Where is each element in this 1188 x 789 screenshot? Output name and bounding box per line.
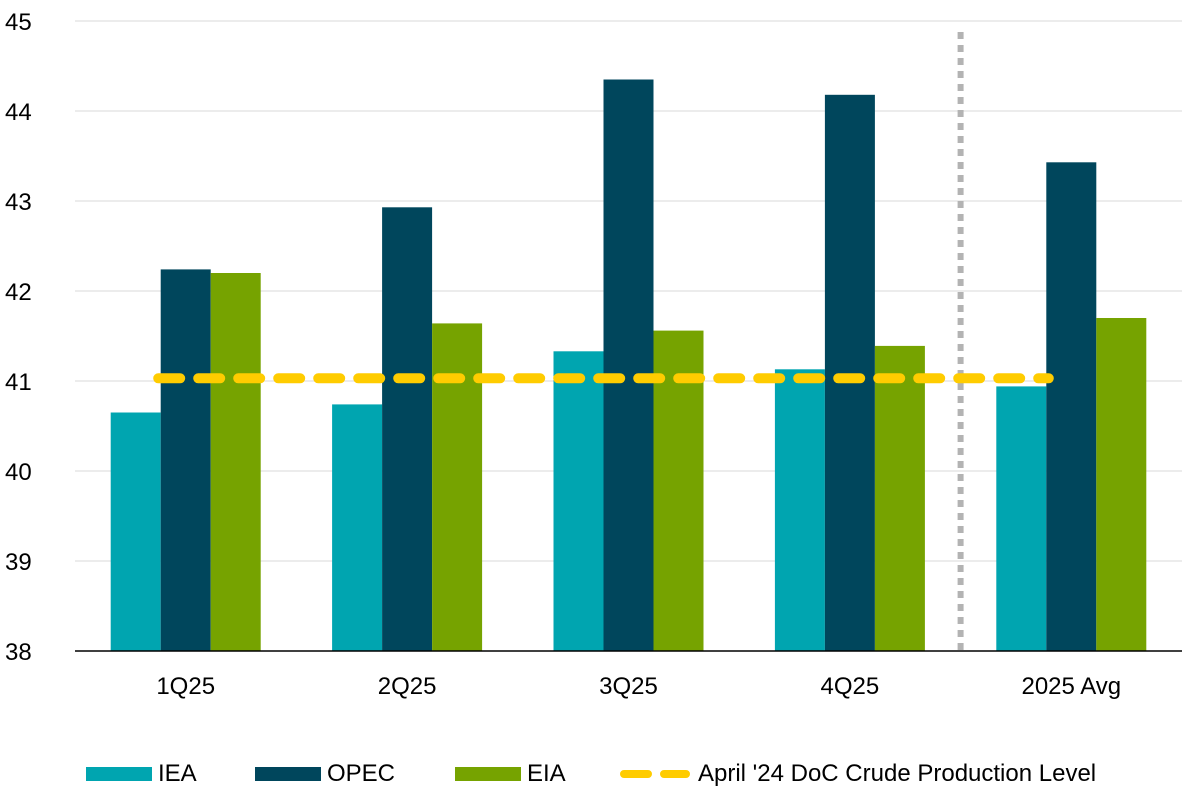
legend-swatch-reference-line xyxy=(620,769,690,778)
bar-iea-2q25 xyxy=(332,404,383,651)
legend-swatch-iea xyxy=(86,766,152,781)
y-tick-label: 41 xyxy=(5,369,32,396)
x-axis-ticks: 1Q25 2Q25 3Q25 4Q25 2025 Avg xyxy=(156,673,1121,700)
bar-iea-1q25 xyxy=(110,412,161,651)
bar-opec-1q25 xyxy=(160,269,211,651)
bar-iea-4q25 xyxy=(774,369,825,651)
x-tick-label: 2Q25 xyxy=(378,673,437,700)
legend-item-eia: EIA xyxy=(455,758,566,789)
bar-eia-1q25 xyxy=(210,273,261,651)
legend-label-eia: EIA xyxy=(527,759,566,787)
bar-opec-4q25 xyxy=(824,94,875,652)
bar-opec-3q25 xyxy=(603,79,654,651)
bar-iea-3q25 xyxy=(553,351,604,651)
y-tick-label: 42 xyxy=(5,279,32,306)
bar-opec-2025-avg xyxy=(1046,162,1097,652)
y-tick-label: 44 xyxy=(5,99,32,126)
x-tick-label: 4Q25 xyxy=(821,673,880,700)
y-axis-ticks: 38 39 40 41 42 43 44 45 xyxy=(5,9,32,666)
bar-opec-2q25 xyxy=(382,207,433,652)
x-tick-label: 2025 Avg xyxy=(1021,673,1121,700)
y-tick-label: 45 xyxy=(5,9,32,36)
legend-item-iea: IEA xyxy=(86,758,197,789)
bar-chart: 38 39 40 41 42 43 44 45 1Q25 2Q25 3Q25 4Q25 2025 Av… xyxy=(5,9,1182,700)
bar-iea-2025-avg xyxy=(996,386,1047,651)
y-tick-label: 39 xyxy=(5,549,32,576)
legend-item-opec: OPEC xyxy=(255,758,395,789)
bar-eia-4q25 xyxy=(874,345,925,651)
bars xyxy=(110,79,1147,652)
legend-swatch-opec xyxy=(255,766,321,781)
legend-item-reference-line: April '24 DoC Crude Production Level xyxy=(620,758,1096,789)
bar-eia-3q25 xyxy=(653,330,704,651)
y-tick-label: 43 xyxy=(5,189,32,216)
legend: IEA OPEC EIA April '24 DoC Crude Product… xyxy=(0,758,1188,789)
x-tick-label: 3Q25 xyxy=(599,673,658,700)
legend-label-reference-line: April '24 DoC Crude Production Level xyxy=(698,759,1097,787)
legend-label-iea: IEA xyxy=(158,759,197,787)
y-tick-label: 40 xyxy=(5,459,32,486)
legend-swatch-eia xyxy=(455,766,521,781)
y-tick-label: 38 xyxy=(5,639,32,666)
bar-eia-2q25 xyxy=(432,323,483,651)
bar-eia-2025-avg xyxy=(1096,318,1147,651)
legend-label-opec: OPEC xyxy=(327,759,396,787)
x-tick-label: 1Q25 xyxy=(156,673,215,700)
